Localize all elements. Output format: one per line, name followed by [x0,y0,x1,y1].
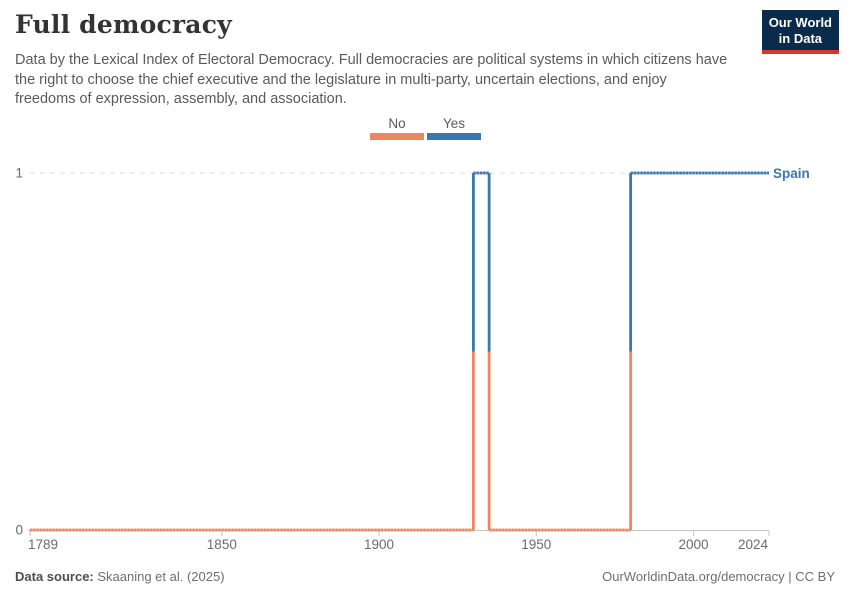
x-tick-label: 2024 [738,537,769,552]
entity-label: Spain [773,166,810,181]
legend-swatch-no [370,133,424,140]
legend-label-yes: Yes [442,116,466,131]
legend-swatch-yes [427,133,481,140]
legend-label-no: No [388,116,406,131]
subtitle-line: freedoms of expression, assembly, and as… [15,91,347,107]
subtitle-line: Data by the Lexical Index of Electoral D… [15,52,728,68]
legend-item-no: No [370,116,424,140]
x-tick-label: 2000 [679,537,709,552]
data-source-label: Data source: [15,569,94,584]
chart-legend: No Yes [370,116,481,140]
subtitle-line: the right to choose the chief executive … [15,71,667,88]
y-tick-label: 1 [15,166,23,181]
x-tick-label: 1789 [28,537,58,552]
y-tick-label: 0 [15,523,23,538]
chart-subtitle: Data by the Lexical Index of Electoral D… [15,51,760,110]
data-source-value: Skaaning et al. (2025) [93,569,225,584]
x-tick-label: 1900 [364,537,394,552]
page-title: Full democracy [15,10,232,39]
data-source-note: Data source: Skaaning et al. (2025) [15,569,225,584]
owid-logo-line1: Our World [768,15,832,30]
owid-logo-line2: in Data [778,30,823,46]
legend-item-yes: Yes [427,116,481,140]
owid-logo: Our World in Data [761,10,839,54]
x-tick-label: 1950 [521,537,551,552]
credit-note: OurWorldinData.org/democracy | CC BY [602,569,835,584]
x-tick-label: 1850 [207,537,237,552]
